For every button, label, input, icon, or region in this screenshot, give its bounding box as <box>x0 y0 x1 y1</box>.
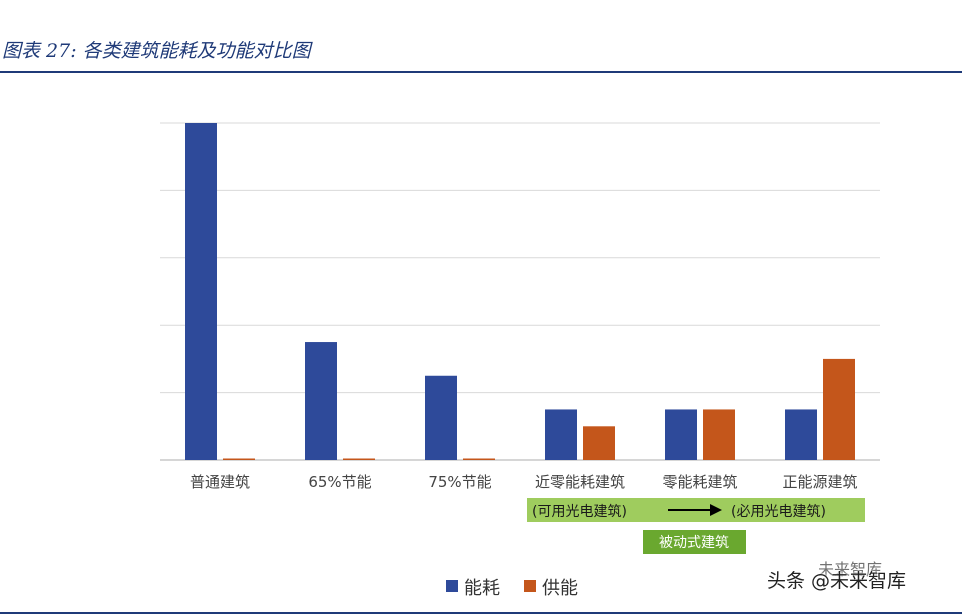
bar-energy-use-3 <box>425 375 457 460</box>
passive-building-box <box>643 530 746 554</box>
bar-energy-supply-6 <box>823 358 855 460</box>
legend-label-energy-use: 能耗 <box>464 578 500 599</box>
bars <box>185 123 855 460</box>
bar-energy-supply-4 <box>583 426 615 460</box>
band-left-label: (可用光电建筑) <box>532 504 627 520</box>
watermark-top: 未来智库 <box>818 560 883 579</box>
category-labels: 普通建筑 65%节能 75%节能 近零能耗建筑 零能耗建筑 正能源建筑 <box>190 473 858 491</box>
legend-label-energy-supply: 供能 <box>542 578 578 599</box>
top-rule <box>0 71 962 73</box>
category-label: 普通建筑 <box>190 473 250 491</box>
passive-building-label: 被动式建筑 <box>659 535 729 551</box>
category-label: 75%节能 <box>428 473 491 491</box>
legend-swatch-energy-supply <box>524 580 536 592</box>
bar-energy-supply-2 <box>343 458 375 460</box>
bar-energy-supply-1 <box>223 458 255 460</box>
category-label: 65%节能 <box>308 473 371 491</box>
bar-energy-supply-5 <box>703 409 735 460</box>
bottom-rule <box>0 612 962 614</box>
bar-energy-use-1 <box>185 123 217 460</box>
bar-energy-use-5 <box>665 409 697 460</box>
watermark: 头条 @未来智库 <box>767 570 907 592</box>
bar-energy-use-6 <box>785 409 817 460</box>
bar-energy-use-2 <box>305 342 337 460</box>
figure-title: 图表 27: 各类建筑能耗及功能对比图 <box>2 40 311 62</box>
gridlines <box>160 122 880 461</box>
category-label: 零能耗建筑 <box>662 473 737 491</box>
bar-energy-supply-3 <box>463 458 495 460</box>
category-label: 正能源建筑 <box>782 473 857 491</box>
legend-swatch-energy-use <box>446 580 458 592</box>
band-right-label: (必用光电建筑) <box>731 504 826 520</box>
band-arrow-icon <box>710 504 722 516</box>
category-label: 近零能耗建筑 <box>535 473 625 491</box>
bar-energy-use-4 <box>545 409 577 460</box>
